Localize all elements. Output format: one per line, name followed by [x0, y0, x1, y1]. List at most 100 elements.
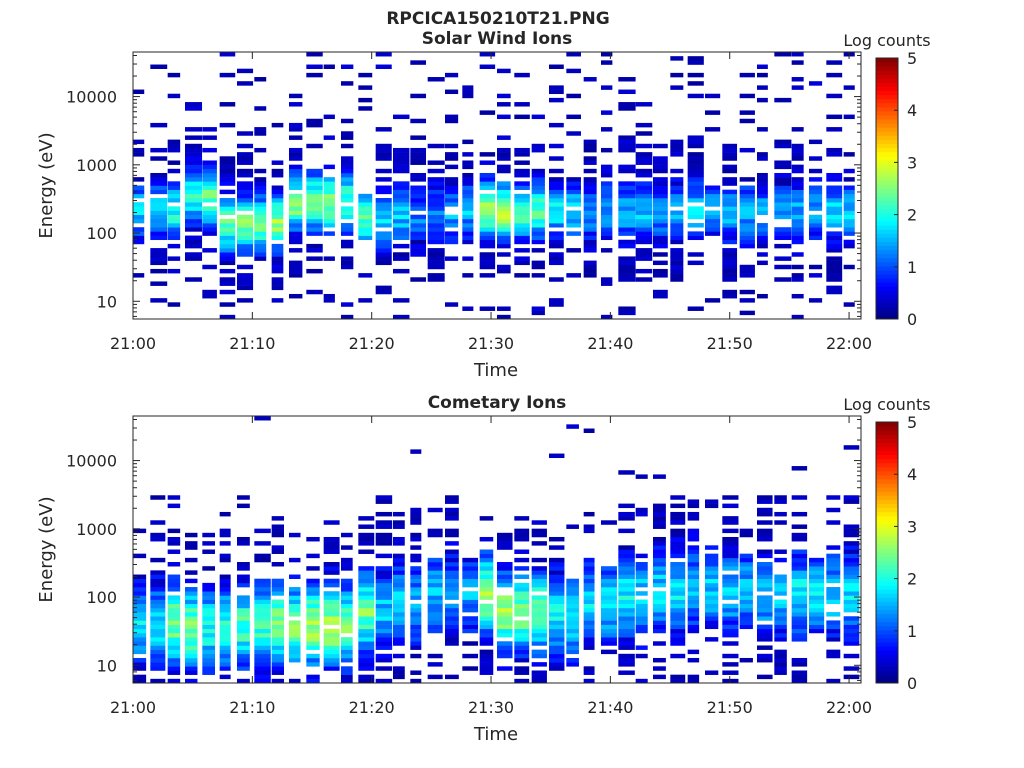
heatmap-cell — [618, 210, 636, 215]
heatmap-cell — [705, 587, 719, 592]
heatmap-cell — [237, 252, 254, 257]
heatmap-cell — [323, 666, 340, 671]
heatmap-cell — [635, 570, 648, 575]
heatmap-cell — [306, 536, 320, 542]
heatmap-cell — [219, 632, 231, 638]
heatmap-cell — [497, 532, 513, 538]
heatmap-cell — [826, 72, 843, 78]
heatmap-cell — [133, 202, 145, 207]
colorbar-tick-label: 5 — [907, 413, 917, 432]
colorbar-segment — [876, 552, 898, 557]
heatmap-cell — [479, 52, 496, 57]
heatmap-cell — [323, 582, 340, 588]
heatmap-cell — [237, 662, 250, 667]
heatmap-cell — [791, 578, 808, 584]
heatmap-cell — [358, 549, 375, 554]
heatmap-cell — [237, 536, 250, 542]
heatmap-cell — [583, 632, 595, 638]
heatmap-cell — [445, 231, 459, 236]
heatmap-cell — [687, 595, 700, 600]
heatmap-cell — [185, 156, 203, 161]
heatmap-cell — [445, 587, 459, 592]
heatmap-cell — [635, 168, 653, 174]
colorbar-segment — [876, 261, 898, 267]
heatmap-cell — [618, 202, 636, 207]
heatmap-cell — [635, 591, 648, 596]
heatmap-cell — [809, 193, 823, 199]
colorbar-segment — [876, 58, 898, 63]
heatmap-cell — [445, 511, 459, 517]
heatmap-cell — [410, 231, 427, 236]
heatmap-cell — [254, 127, 267, 132]
heatmap-cell — [722, 248, 738, 253]
heatmap-cell — [687, 657, 700, 663]
heatmap-cell — [133, 595, 147, 600]
heatmap-cell — [410, 185, 427, 190]
heatmap-cell — [185, 670, 198, 675]
colorbar-segment — [876, 90, 898, 96]
heatmap-cell — [133, 231, 145, 236]
heatmap-cell — [757, 193, 768, 199]
heatmap-cell — [167, 143, 181, 149]
heatmap-cell — [271, 202, 284, 207]
heatmap-cell — [722, 147, 738, 153]
heatmap-cell — [791, 127, 804, 132]
heatmap-cell — [531, 616, 547, 621]
heatmap-cell — [826, 566, 841, 571]
heatmap-cell — [635, 193, 653, 199]
heatmap-cell — [237, 223, 254, 228]
heatmap-cell — [705, 189, 721, 195]
heatmap-cell — [757, 511, 773, 517]
heatmap-cell — [791, 587, 808, 592]
heatmap-cell — [618, 595, 635, 600]
heatmap-cell — [531, 607, 547, 613]
heatmap-cell — [791, 466, 808, 471]
heatmap-cell — [254, 612, 271, 617]
y-tick-label: 100 — [86, 224, 117, 243]
heatmap-cell — [341, 131, 354, 136]
heatmap-cell — [722, 206, 738, 211]
heatmap-cell — [583, 214, 597, 220]
heatmap-cell — [670, 528, 686, 534]
heatmap-cell — [774, 670, 787, 675]
colorbar-segment — [876, 638, 898, 643]
heatmap-cell — [531, 168, 545, 174]
heatmap-cell — [341, 545, 353, 550]
x-axis-label: Time — [473, 724, 518, 745]
heatmap-cell — [583, 666, 595, 671]
heatmap-cell — [722, 641, 739, 646]
heatmap-cell — [531, 177, 545, 182]
heatmap-cell — [306, 118, 323, 124]
heatmap-cell — [826, 578, 841, 584]
heatmap-cell — [150, 645, 166, 650]
heatmap-cell — [601, 85, 613, 90]
heatmap-cell — [739, 223, 755, 228]
heatmap-cell — [410, 607, 422, 613]
heatmap-cell — [583, 566, 595, 571]
colorbar-segment — [876, 253, 898, 259]
heatmap-cell — [549, 624, 565, 630]
heatmap-cell — [774, 189, 792, 195]
colorbar-segment — [876, 106, 898, 112]
heatmap-cell — [635, 678, 648, 684]
heatmap-cell — [150, 185, 168, 190]
heatmap-cell — [826, 223, 843, 228]
heatmap-cell — [479, 562, 494, 567]
heatmap-cell — [583, 511, 595, 517]
heatmap-cell — [375, 532, 393, 538]
heatmap-cell — [445, 302, 459, 307]
heatmap-cell — [445, 549, 459, 554]
heatmap-cell — [375, 520, 393, 525]
colorbar-segment — [876, 98, 898, 104]
heatmap-cell — [653, 164, 668, 170]
heatmap-cell — [809, 206, 823, 211]
heatmap-cell — [306, 189, 323, 195]
heatmap-cell — [375, 632, 393, 638]
heatmap-cell — [237, 582, 250, 588]
heatmap-cell — [167, 503, 181, 509]
heatmap-cell — [393, 557, 405, 563]
heatmap-cell — [635, 474, 648, 479]
heatmap-cell — [306, 72, 323, 78]
heatmap-cell — [757, 536, 773, 542]
